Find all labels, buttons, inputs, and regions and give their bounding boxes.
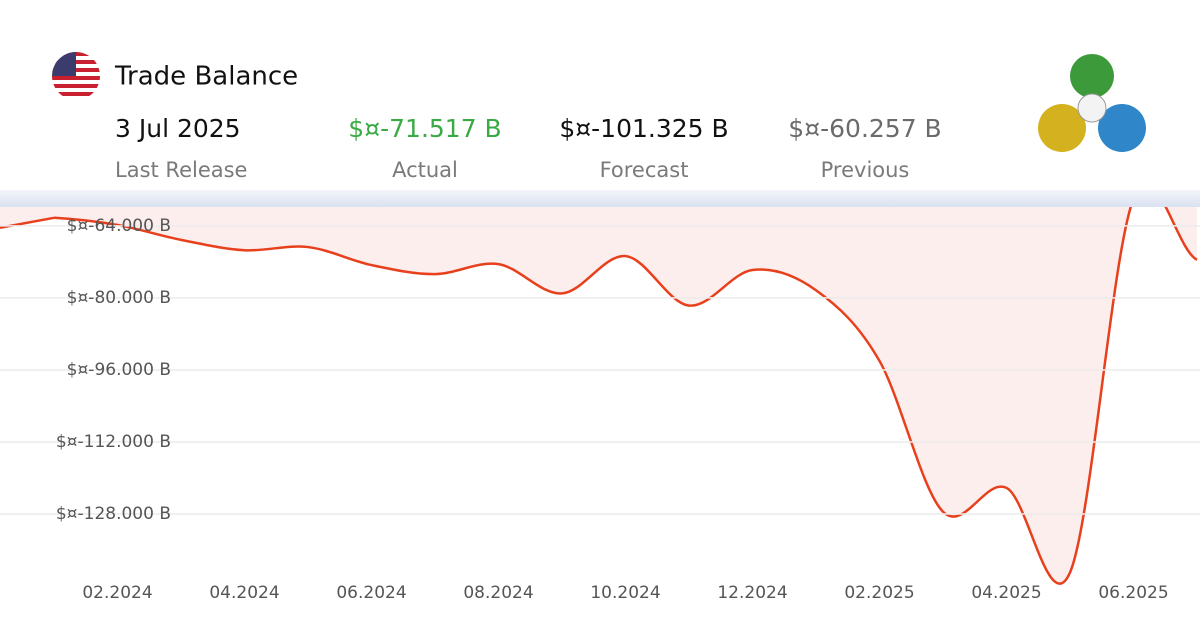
x-tick-label: 04.2025 [971,583,1041,603]
stat-value: $¤-101.325 B [559,114,728,143]
x-tick-label: 06.2024 [336,583,406,603]
stat-label: Previous [821,158,910,182]
plot-area [0,207,1198,585]
y-tick-label: $¤-112.000 B [56,432,171,452]
range-band [0,190,1200,207]
y-tick-label: $¤-80.000 B [67,288,171,308]
stat-label: Forecast [600,158,689,182]
logo [1038,54,1146,152]
area [0,207,1197,584]
y-tick-label: $¤-128.000 B [56,504,171,524]
x-tick-label: 04.2024 [209,583,279,603]
x-tick-label: 06.2025 [1098,583,1168,603]
stat-label: Actual [392,158,458,182]
title: Trade Balance [114,62,298,92]
stat-value: $¤-60.257 B [788,114,941,143]
flag [52,52,100,100]
x-tick-label: 12.2024 [717,583,787,603]
line [53,207,1198,585]
y-tick-label: $¤-96.000 B [67,360,171,380]
y-tick-label: $¤-64.000 B [67,216,171,236]
stat-value: 3 Jul 2025 [115,114,241,143]
x-tick-label: 02.2025 [844,583,914,603]
stat-label: Last Release [115,158,247,182]
stat-value: $¤-71.517 B [348,114,501,143]
x-tick-label: 02.2024 [82,583,152,603]
x-tick-label: 08.2024 [463,583,533,603]
x-tick-label: 10.2024 [590,583,660,603]
